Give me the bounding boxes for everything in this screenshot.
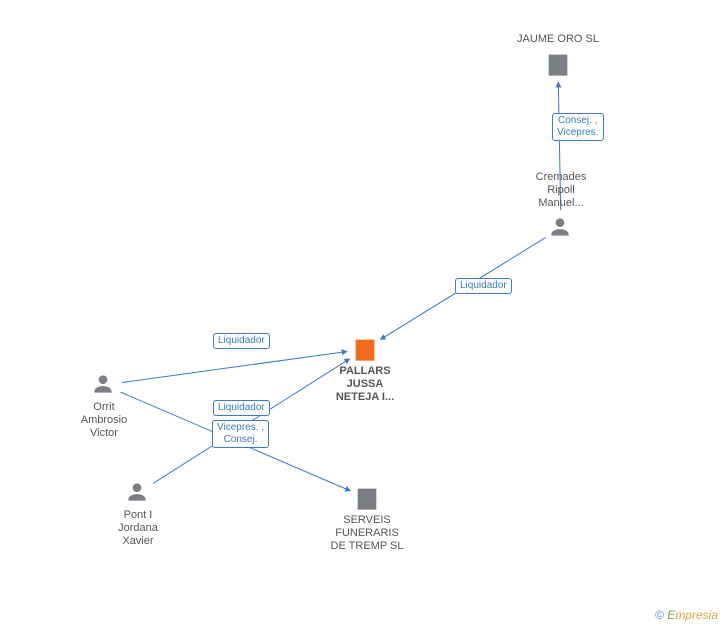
person-icon[interactable]	[90, 371, 116, 402]
company-icon[interactable]	[544, 50, 572, 83]
node-label: Cremades Ripoll Manuel...	[516, 171, 606, 211]
node-label: JAUME ORO SL	[513, 33, 603, 46]
company-icon[interactable]	[351, 335, 379, 368]
edge-label: Liquidador	[213, 400, 270, 416]
person-icon[interactable]	[547, 214, 573, 245]
edge-label: Consej. , Vicepres.	[552, 113, 604, 141]
edge-label: Vicepres. , Consej.	[212, 420, 269, 448]
copyright-symbol: ©	[655, 608, 664, 622]
brand-name: Empresia	[667, 608, 718, 622]
node-label: Pont I Jordana Xavier	[93, 509, 183, 549]
edge-line	[122, 351, 347, 382]
company-icon[interactable]	[353, 484, 381, 517]
attribution: © Empresia	[655, 608, 718, 622]
edge-label: Liquidador	[213, 333, 270, 349]
node-label: Orrit Ambrosio Victor	[59, 401, 149, 441]
node-label: SERVEIS FUNERARIS DE TREMP SL	[322, 514, 412, 554]
edge-label: Liquidador	[455, 278, 512, 294]
person-icon[interactable]	[124, 479, 150, 510]
node-label: PALLARS JUSSA NETEJA I...	[320, 365, 410, 405]
